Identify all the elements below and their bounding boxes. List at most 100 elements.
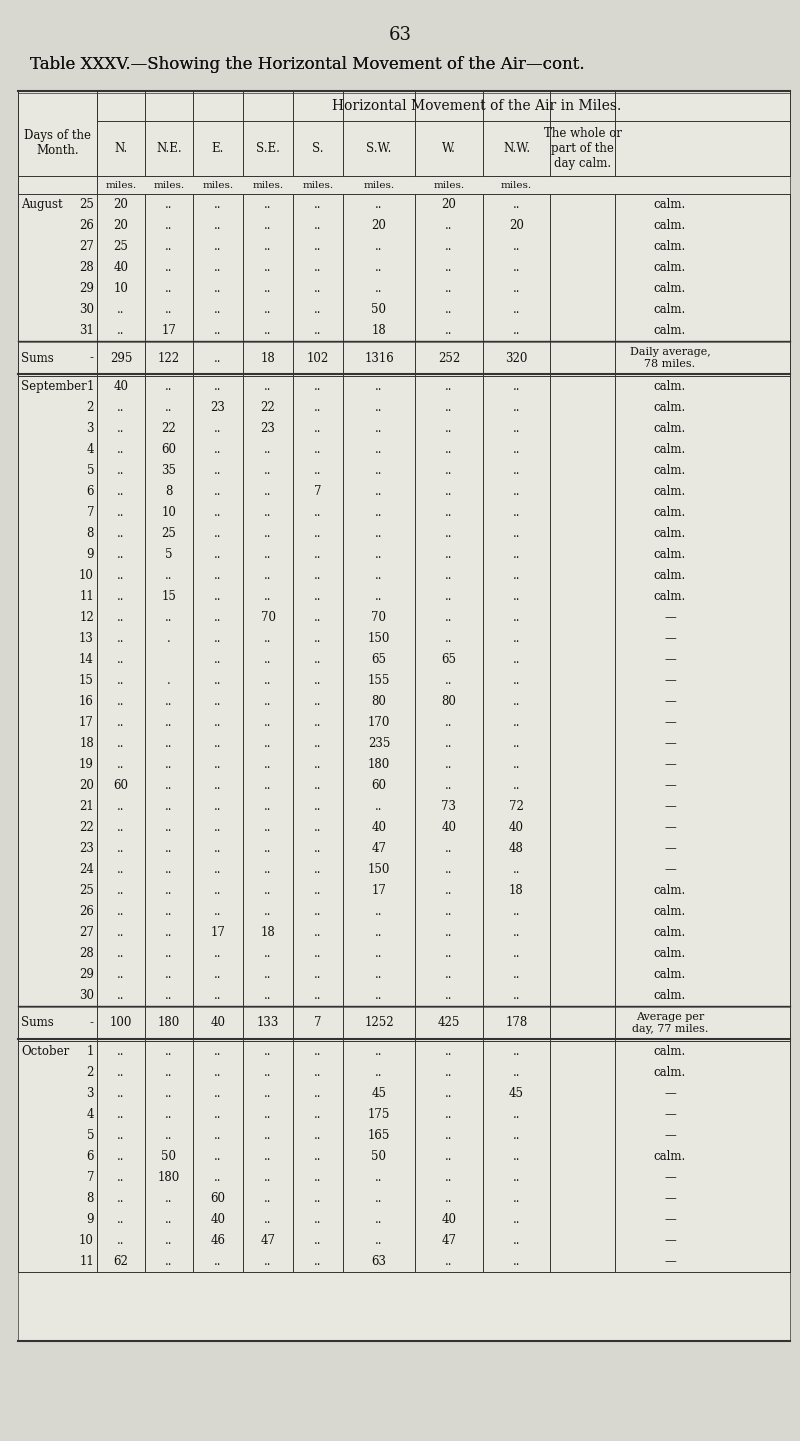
Text: ..: .. bbox=[264, 989, 272, 1001]
Text: 133: 133 bbox=[257, 1016, 279, 1029]
Text: ..: .. bbox=[513, 653, 520, 666]
Text: calm.: calm. bbox=[654, 947, 686, 960]
Text: 40: 40 bbox=[114, 261, 129, 274]
Text: 19: 19 bbox=[79, 758, 94, 771]
Text: ..: .. bbox=[513, 695, 520, 708]
Text: ..: .. bbox=[118, 569, 125, 582]
Text: 18: 18 bbox=[261, 927, 275, 940]
Text: ..: .. bbox=[264, 947, 272, 960]
Text: miles.: miles. bbox=[363, 180, 394, 190]
Text: ..: .. bbox=[118, 821, 125, 834]
Text: —: — bbox=[664, 800, 676, 813]
Text: ..: .. bbox=[214, 486, 222, 499]
Text: ..: .. bbox=[446, 1066, 453, 1079]
Text: 10: 10 bbox=[79, 1233, 94, 1246]
Text: ..: .. bbox=[264, 589, 272, 602]
Text: ..: .. bbox=[214, 968, 222, 981]
Text: calm.: calm. bbox=[654, 442, 686, 455]
Text: S.E.: S.E. bbox=[256, 143, 280, 156]
Text: 26: 26 bbox=[79, 219, 94, 232]
Text: ..: .. bbox=[375, 422, 382, 435]
Text: ..: .. bbox=[264, 464, 272, 477]
Text: ..: .. bbox=[214, 1255, 222, 1268]
Text: ..: .. bbox=[264, 716, 272, 729]
Text: —: — bbox=[664, 1233, 676, 1246]
Text: ..: .. bbox=[446, 464, 453, 477]
Text: ..: .. bbox=[446, 527, 453, 540]
Text: ..: .. bbox=[214, 548, 222, 561]
Text: ..: .. bbox=[118, 653, 125, 666]
Text: ..: .. bbox=[314, 989, 322, 1001]
Text: 80: 80 bbox=[442, 695, 457, 708]
Text: ..: .. bbox=[446, 842, 453, 855]
Text: ..: .. bbox=[166, 380, 173, 393]
Text: ..: .. bbox=[166, 968, 173, 981]
Text: 65: 65 bbox=[371, 653, 386, 666]
Text: Horizontal Movement of the Air in Miles.: Horizontal Movement of the Air in Miles. bbox=[332, 99, 622, 112]
Text: ..: .. bbox=[314, 241, 322, 254]
Text: ..: .. bbox=[513, 442, 520, 455]
Text: ..: .. bbox=[166, 401, 173, 414]
Text: 50: 50 bbox=[371, 303, 386, 316]
Text: miles.: miles. bbox=[501, 180, 532, 190]
Text: ..: .. bbox=[264, 486, 272, 499]
Text: ..: .. bbox=[314, 1087, 322, 1099]
Text: ..: .. bbox=[314, 927, 322, 940]
Text: ..: .. bbox=[118, 863, 125, 876]
Text: ..: .. bbox=[375, 261, 382, 274]
Text: E.: E. bbox=[212, 143, 224, 156]
Text: ..: .. bbox=[314, 261, 322, 274]
Text: 25: 25 bbox=[114, 241, 129, 254]
Text: ..: .. bbox=[446, 401, 453, 414]
Text: ..: .. bbox=[446, 442, 453, 455]
Text: ..: .. bbox=[513, 548, 520, 561]
Text: ..: .. bbox=[214, 422, 222, 435]
Text: 2: 2 bbox=[86, 401, 94, 414]
Text: ..: .. bbox=[118, 1150, 125, 1163]
Text: ..: .. bbox=[214, 736, 222, 749]
Text: ..: .. bbox=[166, 695, 173, 708]
Text: 15: 15 bbox=[162, 589, 177, 602]
Text: ..: .. bbox=[513, 589, 520, 602]
Text: ..: .. bbox=[166, 736, 173, 749]
Text: —: — bbox=[664, 1255, 676, 1268]
Text: ..: .. bbox=[314, 548, 322, 561]
Text: ..: .. bbox=[214, 674, 222, 687]
Text: ..: .. bbox=[264, 303, 272, 316]
Text: ..: .. bbox=[513, 1108, 520, 1121]
Text: ..: .. bbox=[314, 1192, 322, 1205]
Text: ..: .. bbox=[314, 633, 322, 646]
Text: 11: 11 bbox=[79, 589, 94, 602]
Text: 1252: 1252 bbox=[364, 1016, 394, 1029]
Text: 175: 175 bbox=[368, 1108, 390, 1121]
Text: ..: .. bbox=[446, 863, 453, 876]
Text: ..: .. bbox=[264, 800, 272, 813]
Text: S.: S. bbox=[312, 143, 324, 156]
Text: ..: .. bbox=[314, 1213, 322, 1226]
Text: ..: .. bbox=[118, 695, 125, 708]
Text: 20: 20 bbox=[509, 219, 524, 232]
Text: ..: .. bbox=[446, 883, 453, 896]
Text: ..: .. bbox=[446, 736, 453, 749]
Text: ..: .. bbox=[264, 1255, 272, 1268]
Text: ..: .. bbox=[214, 611, 222, 624]
Text: calm.: calm. bbox=[654, 506, 686, 519]
Text: Sums: Sums bbox=[21, 1016, 54, 1029]
Text: ..: .. bbox=[446, 758, 453, 771]
Text: -: - bbox=[90, 1016, 94, 1029]
Text: ..: .. bbox=[214, 1087, 222, 1099]
Text: ..: .. bbox=[214, 863, 222, 876]
Text: 20: 20 bbox=[371, 219, 386, 232]
Text: calm.: calm. bbox=[654, 241, 686, 254]
Text: ..: .. bbox=[118, 1087, 125, 1099]
Bar bbox=[18, 91, 790, 1342]
Text: ..: .. bbox=[375, 548, 382, 561]
Text: ..: .. bbox=[446, 947, 453, 960]
Text: ..: .. bbox=[446, 261, 453, 274]
Text: calm.: calm. bbox=[654, 883, 686, 896]
Text: ..: .. bbox=[446, 589, 453, 602]
Text: 180: 180 bbox=[158, 1016, 180, 1029]
Text: ..: .. bbox=[214, 1045, 222, 1058]
Text: ..: .. bbox=[214, 527, 222, 540]
Text: ..: .. bbox=[446, 905, 453, 918]
